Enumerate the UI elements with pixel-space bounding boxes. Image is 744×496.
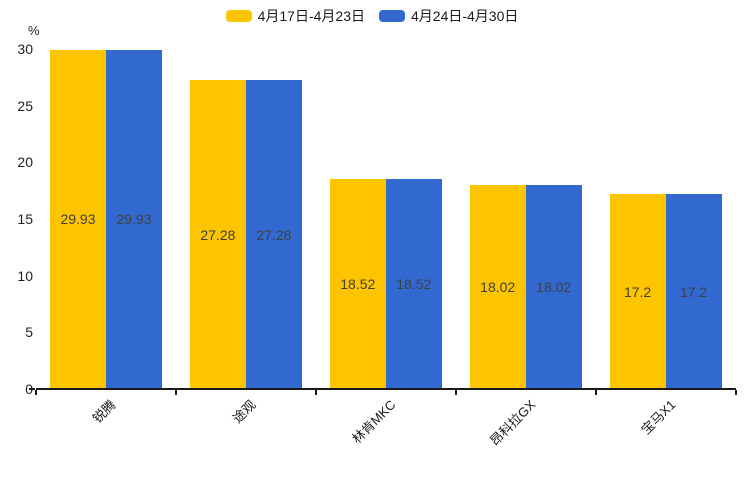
y-axis-tick-label: 5 xyxy=(25,324,33,341)
x-axis-category-label: 途观 xyxy=(229,397,259,427)
x-axis-category-label: 锐腾 xyxy=(89,397,119,427)
y-axis-tick-label: 30 xyxy=(17,41,33,58)
bar-value-label: 18.02 xyxy=(480,278,516,295)
bar xyxy=(525,184,582,389)
bar xyxy=(50,49,106,389)
y-axis-tick-label: 15 xyxy=(17,211,33,228)
legend-swatch xyxy=(225,10,252,22)
x-axis-category-label: 林肯MKC xyxy=(348,397,399,447)
bar xyxy=(106,49,162,389)
legend-swatch xyxy=(379,10,405,22)
legend-item-series-2[interactable]: 4月24日-4月30日 xyxy=(379,6,518,26)
bar xyxy=(189,79,246,389)
bar-value-label: 18.52 xyxy=(340,276,376,293)
x-axis-tick xyxy=(454,390,457,395)
bar xyxy=(329,179,386,389)
bar-value-label: 17.2 xyxy=(679,283,708,300)
bar xyxy=(469,184,526,389)
x-axis-tick xyxy=(734,390,737,395)
bar xyxy=(609,194,666,389)
bar-value-label: 18.52 xyxy=(396,276,432,293)
bar-value-label: 29.93 xyxy=(60,211,96,228)
x-axis-tick xyxy=(174,390,177,395)
legend-item-series-1[interactable]: 4月17日-4月23日 xyxy=(225,6,365,26)
bar-value-label: 18.02 xyxy=(536,278,572,295)
y-axis-tick-label: 25 xyxy=(17,97,33,114)
bar-value-label: 27.28 xyxy=(200,226,236,243)
y-axis-tick-label: 10 xyxy=(17,267,33,284)
x-axis-tick xyxy=(35,390,37,395)
x-axis-category-label: 宝马X1 xyxy=(637,397,679,438)
y-axis-unit-label: % xyxy=(28,23,40,38)
legend-label: 4月24日-4月30日 xyxy=(411,8,519,24)
bar-value-label: 17.2 xyxy=(623,283,652,300)
bar xyxy=(665,194,722,389)
x-axis-tick xyxy=(314,390,317,395)
x-axis-category-label: 昂科拉GX xyxy=(486,397,539,449)
bar xyxy=(245,79,302,389)
bar-value-label: 29.93 xyxy=(116,211,152,228)
x-axis-line xyxy=(36,388,736,390)
chart-legend: 4月17日-4月23日 4月24日-4月30日 xyxy=(0,6,744,26)
bar-value-label: 27.28 xyxy=(256,226,292,243)
x-axis-tick xyxy=(594,390,597,395)
bar xyxy=(385,179,442,389)
y-axis-tick-label: 20 xyxy=(17,154,33,171)
legend-label: 4月17日-4月23日 xyxy=(257,8,365,24)
y-axis-zero-tick xyxy=(29,388,35,390)
